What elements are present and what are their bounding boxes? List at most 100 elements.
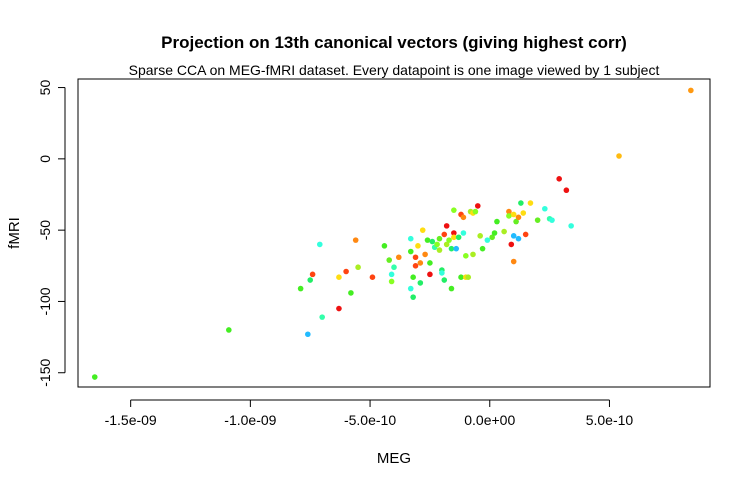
data-point	[336, 274, 342, 281]
data-point	[518, 200, 524, 206]
data-point	[688, 87, 694, 94]
data-point	[463, 253, 469, 259]
data-point	[369, 274, 376, 281]
data-point	[417, 260, 424, 266]
x-tick-label: -5.0e-10	[344, 412, 396, 428]
data-point	[510, 258, 517, 265]
data-point	[477, 233, 483, 239]
data-point	[451, 230, 457, 236]
data-point	[439, 270, 445, 276]
data-point	[451, 234, 457, 241]
data-point	[506, 208, 512, 215]
data-point	[343, 268, 349, 275]
data-point	[381, 243, 388, 249]
x-tick-label: -1.0e-09	[224, 412, 276, 428]
data-point	[91, 374, 98, 380]
data-point	[448, 285, 455, 292]
data-point	[484, 237, 491, 243]
data-point	[422, 251, 428, 258]
chart-subtitle: Sparse CCA on MEG-fMRI dataset. Every da…	[129, 62, 660, 78]
y-tick-label: -100	[37, 287, 53, 315]
data-point	[446, 237, 452, 243]
chart-title: Projection on 13th canonical vectors (gi…	[161, 33, 627, 52]
data-point	[307, 277, 314, 283]
data-point	[441, 231, 448, 238]
data-point	[407, 285, 414, 292]
data-point	[427, 260, 433, 266]
data-point	[460, 230, 467, 236]
x-axis: -1.5e-09 -1.0e-09 -5.0e-10 0.0e+00 5.0e-10	[105, 399, 634, 428]
data-point	[448, 245, 455, 252]
x-axis-label: MEG	[377, 450, 411, 467]
data-point	[410, 274, 416, 281]
data-point	[226, 327, 232, 333]
data-point	[316, 241, 323, 248]
data-point	[443, 241, 450, 248]
data-point	[458, 274, 464, 281]
data-point	[309, 271, 316, 278]
data-point	[348, 290, 354, 296]
data-point	[412, 262, 419, 269]
data-point	[470, 251, 476, 258]
data-point	[527, 200, 534, 206]
data-point	[427, 271, 433, 278]
data-point	[556, 176, 562, 182]
data-point	[510, 233, 517, 239]
x-tick-label: 5.0e-10	[586, 412, 634, 428]
plot-frame	[77, 78, 711, 388]
data-point	[407, 248, 414, 255]
data-point	[436, 247, 443, 253]
data-point	[417, 280, 424, 286]
data-point	[534, 217, 541, 223]
x-tick-label: -1.5e-09	[105, 412, 157, 428]
data-point	[407, 235, 414, 242]
data-point	[441, 277, 448, 283]
data-point	[415, 243, 421, 249]
data-point	[491, 230, 498, 236]
data-point	[352, 237, 359, 243]
data-point	[410, 294, 416, 300]
data-point	[522, 231, 529, 238]
data-point	[305, 331, 311, 338]
data-point	[395, 254, 402, 261]
data-point	[391, 264, 397, 271]
data-point	[451, 207, 457, 213]
y-tick-label: 50	[37, 80, 53, 96]
data-point	[386, 257, 393, 263]
data-point	[563, 187, 570, 194]
data-point	[616, 153, 622, 159]
x-tick-label: 0.0e+00	[464, 412, 515, 428]
data-point	[336, 305, 342, 312]
data-point	[508, 241, 515, 248]
data-point	[436, 235, 443, 242]
data-point	[474, 203, 481, 209]
data-point	[424, 237, 431, 243]
y-axis-label: fMRI	[6, 217, 23, 249]
data-point	[549, 217, 555, 223]
data-point	[419, 227, 426, 233]
data-point	[355, 264, 361, 271]
data-point	[453, 245, 460, 252]
data-point	[388, 278, 395, 285]
data-point	[460, 214, 467, 221]
data-point	[568, 223, 574, 229]
data-point	[465, 274, 472, 281]
data-point	[542, 205, 548, 212]
y-tick-label: 0	[37, 155, 53, 163]
data-point	[434, 241, 440, 248]
data-point	[388, 271, 395, 278]
data-point	[319, 314, 325, 320]
data-point	[515, 214, 522, 221]
data-point	[513, 218, 519, 225]
data-point	[455, 234, 462, 241]
data-point	[506, 213, 512, 219]
y-axis: -150 -100 -50 0 50	[37, 80, 66, 387]
data-point	[429, 238, 436, 245]
data-point	[443, 223, 450, 229]
data-point	[412, 254, 419, 261]
data-point	[510, 211, 517, 218]
data-point	[515, 235, 522, 242]
y-tick-label: -50	[37, 220, 53, 240]
data-point	[501, 228, 507, 235]
